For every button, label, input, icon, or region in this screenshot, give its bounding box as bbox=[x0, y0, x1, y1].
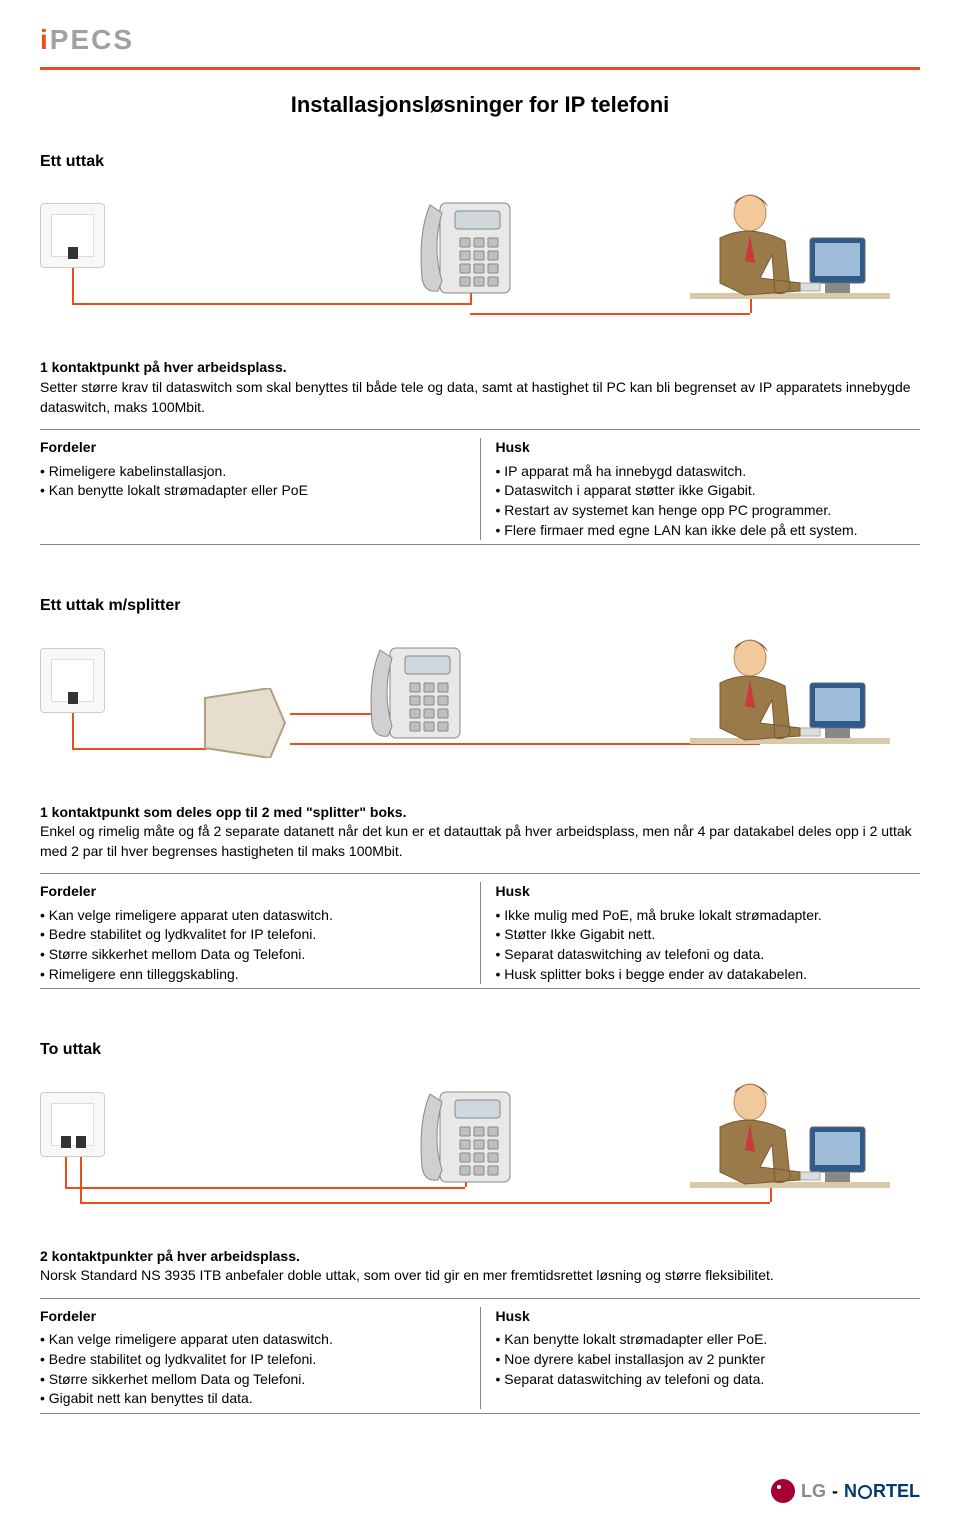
husk-title: Husk bbox=[496, 1307, 921, 1327]
list-item: Separat dataswitching av telefoni og dat… bbox=[496, 1370, 921, 1390]
footer-dash: - bbox=[832, 1479, 838, 1504]
husk-list: Ikke mulig med PoE, må bruke lokalt strø… bbox=[496, 906, 921, 984]
list-item: Separat dataswitching av telefoni og dat… bbox=[496, 945, 921, 965]
two-columns: Fordeler Rimeligere kabelinstallasjon.Kan… bbox=[40, 438, 920, 540]
fordeler-title: Fordeler bbox=[40, 882, 465, 902]
fordeler-column: Fordeler Rimeligere kabelinstallasjon.Kan… bbox=[40, 438, 480, 540]
brand-dot: i bbox=[40, 24, 50, 55]
section-description: 1 kontaktpunkt på hver arbeidsplass. Sett… bbox=[40, 358, 920, 417]
section-description: 2 kontaktpunkter på hver arbeidsplass. No… bbox=[40, 1247, 920, 1286]
footer-logo: LG - NRTEL bbox=[771, 1479, 920, 1504]
desc-lead: 2 kontaktpunkter på hver arbeidsplass. bbox=[40, 1248, 300, 1264]
section-single: Ett uttak 1 kontaktpunkt på hver arbeids… bbox=[40, 151, 920, 545]
list-item: Rimeligere kabelinstallasjon. bbox=[40, 462, 465, 482]
divider bbox=[40, 1298, 920, 1299]
list-item: Støtter Ikke Gigabit nett. bbox=[496, 925, 921, 945]
list-item: Kan benytte lokalt strømadapter eller Po… bbox=[496, 1330, 921, 1350]
cable bbox=[80, 1202, 770, 1204]
list-item: Kan velge rimeligere apparat uten datasw… bbox=[40, 1330, 465, 1350]
page-title: Installasjonsløsninger for IP telefoni bbox=[40, 90, 920, 121]
section-title: To uttak bbox=[40, 1039, 920, 1061]
list-item: Restart av systemet kan henge opp PC pro… bbox=[496, 501, 921, 521]
divider bbox=[40, 1413, 920, 1414]
desc-lead: 1 kontaktpunkt på hver arbeidsplass. bbox=[40, 359, 287, 375]
husk-list: IP apparat må ha innebygd dataswitch.Dat… bbox=[496, 462, 921, 540]
fordeler-title: Fordeler bbox=[40, 1307, 465, 1327]
fordeler-column: Fordeler Kan velge rimeligere apparat ute… bbox=[40, 1307, 480, 1409]
person-at-desk-icon bbox=[690, 628, 890, 778]
list-item: Større sikkerhet mellom Data og Telefoni… bbox=[40, 945, 465, 965]
list-item: Rimeligere enn tilleggskabling. bbox=[40, 965, 465, 985]
cable bbox=[72, 748, 207, 750]
wall-outlet bbox=[40, 203, 105, 268]
brand-rest: PECS bbox=[50, 24, 134, 55]
section-description: 1 kontaktpunkt som deles opp til 2 med "… bbox=[40, 803, 920, 862]
list-item: Noe dyrere kabel installasjon av 2 punkt… bbox=[496, 1350, 921, 1370]
two-columns: Fordeler Kan velge rimeligere apparat ute… bbox=[40, 1307, 920, 1409]
fordeler-list: Kan velge rimeligere apparat uten datasw… bbox=[40, 906, 465, 984]
section-double: To uttak 2 kontaktpunkter på hver arbeid… bbox=[40, 1039, 920, 1414]
husk-column: Husk Ikke mulig med PoE, må bruke lokalt … bbox=[480, 882, 921, 984]
desc-body: Setter større krav til dataswitch som sk… bbox=[40, 379, 911, 415]
wall-outlet bbox=[40, 648, 105, 713]
header-rule bbox=[40, 67, 920, 70]
list-item: Gigabit nett kan benyttes til data. bbox=[40, 1389, 465, 1409]
husk-column: Husk Kan benytte lokalt strømadapter elle… bbox=[480, 1307, 921, 1409]
fordeler-list: Rimeligere kabelinstallasjon.Kan benytte… bbox=[40, 462, 465, 501]
husk-title: Husk bbox=[496, 438, 921, 458]
husk-list: Kan benytte lokalt strømadapter eller Po… bbox=[496, 1330, 921, 1389]
list-item: Større sikkerhet mellom Data og Telefoni… bbox=[40, 1370, 465, 1390]
divider bbox=[40, 544, 920, 545]
list-item: IP apparat må ha innebygd dataswitch. bbox=[496, 462, 921, 482]
list-item: Ikke mulig med PoE, må bruke lokalt strø… bbox=[496, 906, 921, 926]
wall-outlet bbox=[40, 1092, 105, 1157]
cable bbox=[72, 303, 472, 305]
desc-lead: 1 kontaktpunkt som deles opp til 2 med "… bbox=[40, 804, 406, 820]
footer-nortel: NRTEL bbox=[844, 1479, 920, 1504]
list-item: Flere firmaer med egne LAN kan ikke dele… bbox=[496, 521, 921, 541]
lg-circle-icon bbox=[771, 1479, 795, 1503]
person-at-desk-icon bbox=[690, 1072, 890, 1222]
two-columns: Fordeler Kan velge rimeligere apparat ute… bbox=[40, 882, 920, 984]
diagram-splitter bbox=[40, 628, 920, 788]
fordeler-list: Kan velge rimeligere apparat uten datasw… bbox=[40, 1330, 465, 1408]
ip-phone-icon bbox=[360, 638, 480, 748]
section-splitter: Ett uttak m/splitter 1 kontaktpunkt som … bbox=[40, 595, 920, 989]
list-item: Kan benytte lokalt strømadapter eller Po… bbox=[40, 481, 465, 501]
husk-title: Husk bbox=[496, 882, 921, 902]
diagram-double bbox=[40, 1072, 920, 1232]
husk-column: Husk IP apparat må ha innebygd dataswitch… bbox=[480, 438, 921, 540]
section-title: Ett uttak bbox=[40, 151, 920, 173]
desc-body: Enkel og rimelig måte og få 2 separate d… bbox=[40, 823, 912, 859]
cable bbox=[80, 1157, 82, 1202]
cable bbox=[65, 1157, 67, 1187]
section-title: Ett uttak m/splitter bbox=[40, 595, 920, 617]
diagram-single bbox=[40, 183, 920, 343]
ip-phone-icon bbox=[410, 193, 530, 303]
cable bbox=[72, 268, 74, 303]
list-item: Bedre stabilitet og lydkvalitet for IP t… bbox=[40, 925, 465, 945]
brand-logo: iPECS bbox=[40, 20, 920, 59]
divider bbox=[40, 988, 920, 989]
fordeler-title: Fordeler bbox=[40, 438, 465, 458]
list-item: Bedre stabilitet og lydkvalitet for IP t… bbox=[40, 1350, 465, 1370]
divider bbox=[40, 429, 920, 430]
fordeler-column: Fordeler Kan velge rimeligere apparat ute… bbox=[40, 882, 480, 984]
list-item: Dataswitch i apparat støtter ikke Gigabi… bbox=[496, 481, 921, 501]
divider bbox=[40, 873, 920, 874]
list-item: Kan velge rimeligere apparat uten datasw… bbox=[40, 906, 465, 926]
desc-body: Norsk Standard NS 3935 ITB anbefaler dob… bbox=[40, 1267, 774, 1283]
cable bbox=[72, 713, 74, 748]
ip-phone-icon bbox=[410, 1082, 530, 1192]
footer-lg: LG bbox=[801, 1479, 826, 1504]
cable bbox=[65, 1187, 465, 1189]
person-at-desk-icon bbox=[690, 183, 890, 333]
list-item: Husk splitter boks i begge ender av data… bbox=[496, 965, 921, 985]
